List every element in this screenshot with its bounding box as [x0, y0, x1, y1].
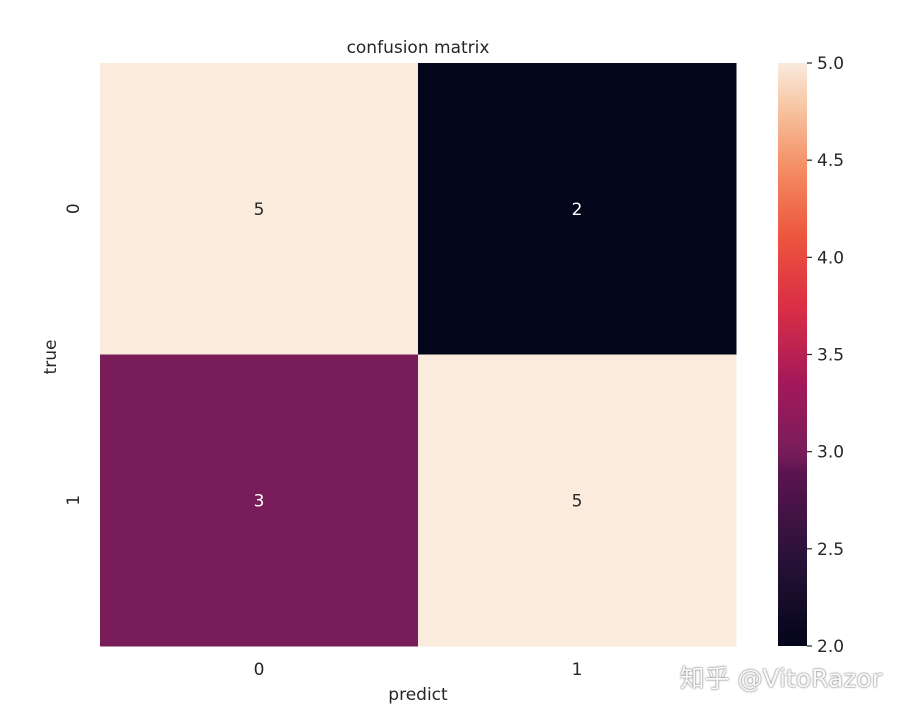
heatmap-cell-0-0 — [100, 63, 419, 355]
colorbar-tick-label: 4.0 — [817, 248, 844, 268]
colorbar-ticks: 2.0 2.5 3.0 3.5 4.0 4.5 5.0 — [807, 54, 844, 657]
y-axis-label: true — [41, 340, 61, 375]
heatmap-cell-1-1 — [418, 354, 737, 647]
chart-title: confusion matrix — [347, 38, 490, 58]
x-tick-label-1: 1 — [572, 660, 583, 680]
colorbar-tick-label: 2.5 — [817, 540, 844, 560]
x-tick-label-0: 0 — [254, 660, 265, 680]
cell-value-1-1: 5 — [572, 491, 583, 511]
colorbar-tick-label: 3.5 — [817, 346, 844, 366]
y-tick-label-0: 0 — [64, 203, 84, 214]
cell-annotations: 5 2 3 5 — [254, 200, 583, 512]
cell-value-0-1: 2 — [572, 200, 583, 220]
colorbar-tick-label: 3.0 — [817, 443, 844, 463]
cell-value-1-0: 3 — [254, 491, 265, 511]
colorbar — [778, 63, 807, 646]
colorbar-tick-label: 4.5 — [817, 151, 844, 171]
y-tick-labels: 01 — [64, 203, 84, 505]
colorbar-tick-label: 5.0 — [817, 54, 844, 74]
heatmap-cell-1-0 — [100, 354, 419, 647]
y-tick-label-1: 1 — [64, 495, 84, 506]
heatmap-cell-0-1 — [418, 63, 737, 355]
colorbar-tick-label: 2.0 — [817, 637, 844, 657]
x-axis-label: predict — [388, 685, 448, 705]
watermark: 知乎 @VitoRazor — [679, 664, 882, 693]
heatmap-cells — [100, 63, 737, 647]
cell-value-0-0: 5 — [254, 200, 265, 220]
